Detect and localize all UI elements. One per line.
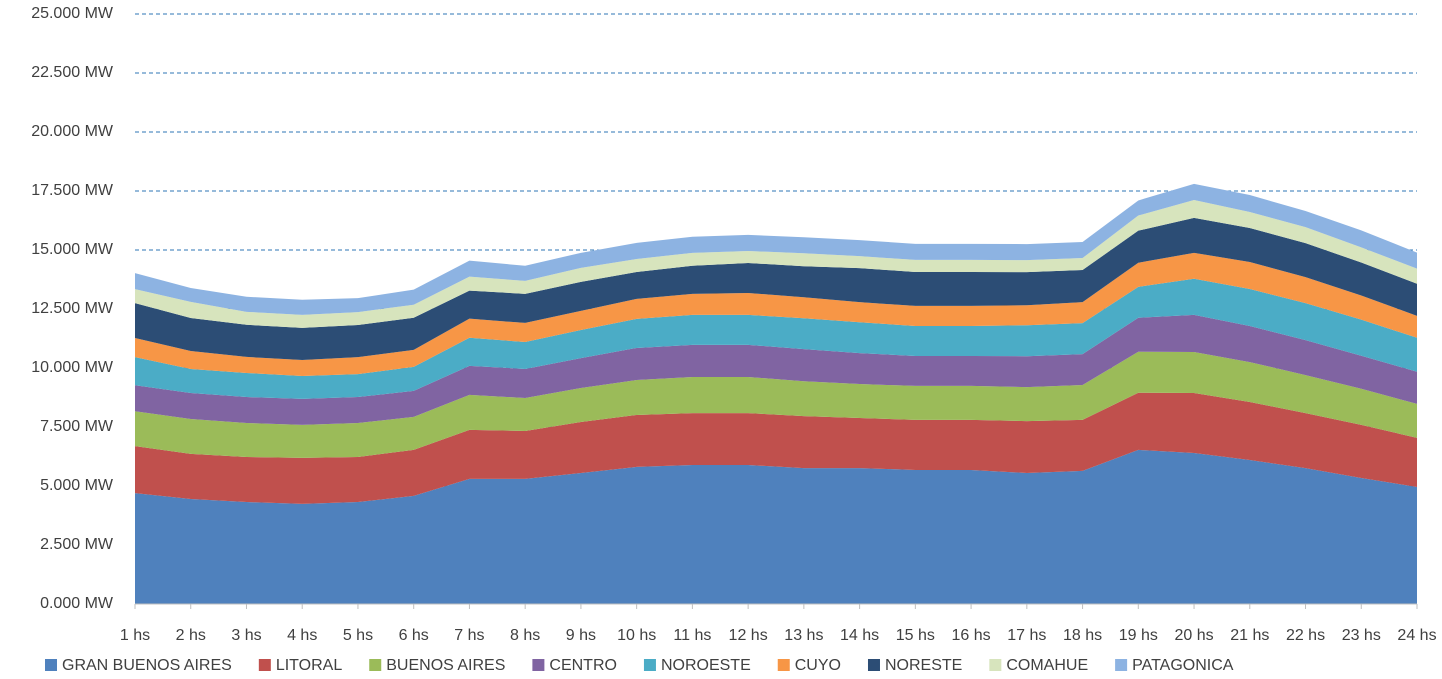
legend-label: PATAGONICA xyxy=(1132,657,1234,674)
legend-label: NOROESTE xyxy=(661,657,751,674)
areas xyxy=(135,183,1417,604)
x-tick-label: 12 hs xyxy=(729,627,768,644)
x-tick-label: 18 hs xyxy=(1063,627,1102,644)
x-tick-label: 14 hs xyxy=(840,627,879,644)
y-tick-label: 25.000 MW xyxy=(31,5,114,22)
legend-item: NORESTE xyxy=(867,657,962,674)
legend-label: GRAN BUENOS AIRES xyxy=(62,657,232,674)
area xyxy=(135,278,1417,399)
area xyxy=(135,252,1417,377)
area xyxy=(135,217,1417,360)
y-tick-label: 0.000 MW xyxy=(40,595,114,612)
x-tick-label: 21 hs xyxy=(1230,627,1269,644)
legend-item: LITORAL xyxy=(258,657,343,674)
x-tick-label: 10 hs xyxy=(617,627,656,644)
x-tick-label: 2 hs xyxy=(176,627,206,644)
y-tick-label: 2.500 MW xyxy=(40,536,114,553)
y-tick-label: 10.000 MW xyxy=(31,359,114,376)
area xyxy=(135,183,1417,315)
area xyxy=(135,199,1417,328)
x-tick-label: 5 hs xyxy=(343,627,373,644)
x-tick-label: 8 hs xyxy=(510,627,540,644)
legend-swatch xyxy=(643,659,656,671)
x-tick-label: 16 hs xyxy=(952,627,991,644)
legend-swatch xyxy=(258,659,271,671)
legend-item: CENTRO xyxy=(532,657,617,674)
legend-label: COMAHUE xyxy=(1006,657,1088,674)
legend-item: NOROESTE xyxy=(643,657,751,674)
x-tick-label: 7 hs xyxy=(454,627,484,644)
area xyxy=(135,351,1417,458)
y-tick-label: 22.500 MW xyxy=(31,64,114,81)
legend-label: BUENOS AIRES xyxy=(386,657,505,674)
x-tick-label: 22 hs xyxy=(1286,627,1325,644)
x-tick-label: 15 hs xyxy=(896,627,935,644)
legend-swatch xyxy=(1115,659,1128,671)
legend-swatch xyxy=(989,659,1002,671)
area xyxy=(135,314,1417,425)
x-tick-label: 6 hs xyxy=(399,627,429,644)
y-tick-label: 15.000 MW xyxy=(31,241,114,258)
x-tick-label: 23 hs xyxy=(1342,627,1381,644)
x-tick-label: 11 hs xyxy=(673,627,711,644)
x-tick-label: 24 hs xyxy=(1397,627,1436,644)
legend-label: NORESTE xyxy=(885,657,962,674)
legend-item: BUENOS AIRES xyxy=(369,657,505,674)
area xyxy=(135,449,1417,604)
legend-swatch xyxy=(867,659,880,671)
y-tick-label: 17.500 MW xyxy=(31,182,114,199)
x-tick-label: 4 hs xyxy=(287,627,317,644)
y-tick-label: 5.000 MW xyxy=(40,477,114,494)
legend-item: PATAGONICA xyxy=(1115,657,1234,674)
x-tick-label: 1 hs xyxy=(120,627,150,644)
x-tick-label: 20 hs xyxy=(1174,627,1213,644)
legend-swatch xyxy=(532,659,545,671)
y-tick-label: 12.500 MW xyxy=(31,300,114,317)
legend-swatch xyxy=(45,659,57,671)
x-tick-label: 13 hs xyxy=(784,627,823,644)
y-tick-label: 7.500 MW xyxy=(40,418,114,435)
legend-label: CENTRO xyxy=(549,657,617,674)
legend-swatch xyxy=(777,659,790,671)
legend-swatch xyxy=(369,659,382,671)
x-tick-label: 19 hs xyxy=(1119,627,1158,644)
area xyxy=(135,392,1417,504)
legend-item: GRAN BUENOS AIRES xyxy=(45,657,232,674)
legend-item: CUYO xyxy=(777,657,841,674)
x-tick-label: 9 hs xyxy=(566,627,596,644)
legend-label: LITORAL xyxy=(276,657,343,674)
x-tick-label: 17 hs xyxy=(1007,627,1046,644)
y-tick-label: 20.000 MW xyxy=(31,123,114,140)
x-tick-label: 3 hs xyxy=(231,627,261,644)
legend-item: COMAHUE xyxy=(989,657,1088,674)
legend-label: CUYO xyxy=(795,657,841,674)
